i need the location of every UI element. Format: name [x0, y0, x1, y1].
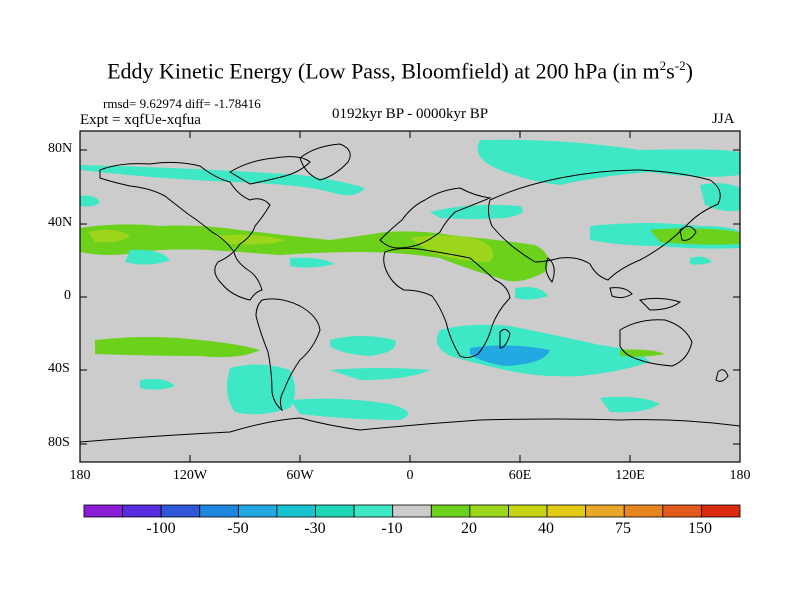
- x-tick-label: 180: [69, 468, 91, 483]
- colorbar-swatch: [623, 504, 664, 518]
- anomaly-region: [290, 257, 335, 268]
- anomaly-region: [665, 396, 720, 412]
- x-tick-label: 120E: [615, 468, 645, 483]
- coast-south-america: [255, 298, 321, 412]
- colorbar-swatch: [701, 504, 741, 518]
- colorbar-swatch: [353, 504, 394, 518]
- anomaly-region: [95, 337, 260, 358]
- anomaly-region: [330, 336, 396, 356]
- coast-islands: [638, 297, 682, 311]
- coast-madagascar: [499, 328, 511, 349]
- coast-new-zealand: [715, 369, 729, 382]
- colorbar: [83, 504, 741, 518]
- y-tick-label: 40N: [48, 215, 73, 230]
- coast-asia: [487, 169, 721, 281]
- stats-label: rmsd= 9.62974 diff= -1.78416: [103, 96, 261, 111]
- season-label: JJA: [712, 111, 735, 127]
- anomaly-region: [140, 378, 175, 390]
- colorbar-swatch: [392, 504, 432, 518]
- anomaly-region: [226, 364, 295, 415]
- colorbar-swatch: [199, 504, 239, 518]
- x-tick-label: 0: [406, 468, 414, 483]
- colorbar-swatch: [315, 504, 355, 518]
- anomaly-region: [477, 139, 740, 185]
- anomaly-region: [410, 235, 494, 262]
- y-tick-label: 0: [64, 288, 71, 303]
- anomaly-region: [515, 287, 548, 300]
- anomaly-region: [430, 204, 523, 219]
- anomaly-region: [600, 396, 660, 413]
- anomaly-region: [650, 228, 740, 245]
- coast-north-america: [99, 161, 271, 301]
- x-tick-label: 60W: [286, 468, 314, 483]
- colorbar-swatch: [508, 504, 548, 518]
- coast-japan: [679, 226, 697, 241]
- colorbar-label: -30: [304, 520, 326, 537]
- anomaly-region: [290, 398, 408, 420]
- x-tick-label: 180: [729, 468, 751, 483]
- coast-greenland: [299, 143, 351, 181]
- colorbar-swatch: [122, 504, 162, 518]
- colorbar-label: -50: [227, 520, 249, 537]
- anomaly-region: [470, 345, 550, 366]
- chart-title: Eddy Kinetic Energy (Low Pass, Bloomfiel…: [107, 58, 693, 84]
- coast-india: [545, 257, 555, 283]
- coast-antarctica: [80, 417, 740, 443]
- y-tick-label: 80S: [48, 435, 70, 450]
- anomaly-region: [690, 256, 712, 265]
- anomaly-region: [80, 165, 365, 196]
- colorbar-label: -100: [146, 520, 176, 537]
- colorbar-label: 40: [538, 520, 554, 537]
- coast-africa: [383, 247, 511, 359]
- coastlines: [80, 143, 740, 443]
- y-tick-label: 80N: [48, 141, 73, 156]
- x-tick-label: 120W: [172, 468, 208, 483]
- colorbar-swatch: [83, 504, 123, 518]
- coast-arctic-islands: [229, 156, 311, 185]
- colorbar-swatch: [160, 504, 201, 518]
- anomaly-region: [215, 234, 285, 245]
- anomaly-region: [80, 195, 100, 207]
- colorbar-swatch: [276, 504, 316, 518]
- anomaly-region: [330, 368, 430, 380]
- coast-europe: [379, 187, 492, 249]
- colorbar-label: -10: [381, 520, 403, 537]
- period-label: 0192kyr BP - 0000kyr BP: [331, 106, 489, 122]
- colorbar-swatch: [430, 504, 471, 518]
- colorbar-swatch: [546, 504, 587, 518]
- x-tick-label: 60E: [508, 468, 532, 483]
- anomaly-region: [620, 349, 665, 357]
- coast-australia: [619, 319, 693, 367]
- colorbar-label: 20: [461, 520, 477, 537]
- coast-islands: [609, 287, 633, 299]
- colorbar-label: 75: [615, 520, 631, 537]
- colorbar-swatch: [585, 504, 625, 518]
- anomaly-region: [125, 249, 170, 265]
- axis-ticks: [80, 131, 740, 462]
- colorbar-swatch: [662, 504, 702, 518]
- colorbar-swatch: [469, 504, 509, 518]
- colorbar-swatch: [237, 504, 278, 518]
- y-tick-label: 40S: [48, 361, 70, 376]
- anomaly-region: [88, 229, 130, 243]
- colorbar-label: 150: [688, 520, 712, 537]
- experiment-label: Expt = xqfUe-xqfua: [80, 112, 201, 128]
- map-background: [80, 131, 740, 462]
- map-field: [80, 131, 740, 462]
